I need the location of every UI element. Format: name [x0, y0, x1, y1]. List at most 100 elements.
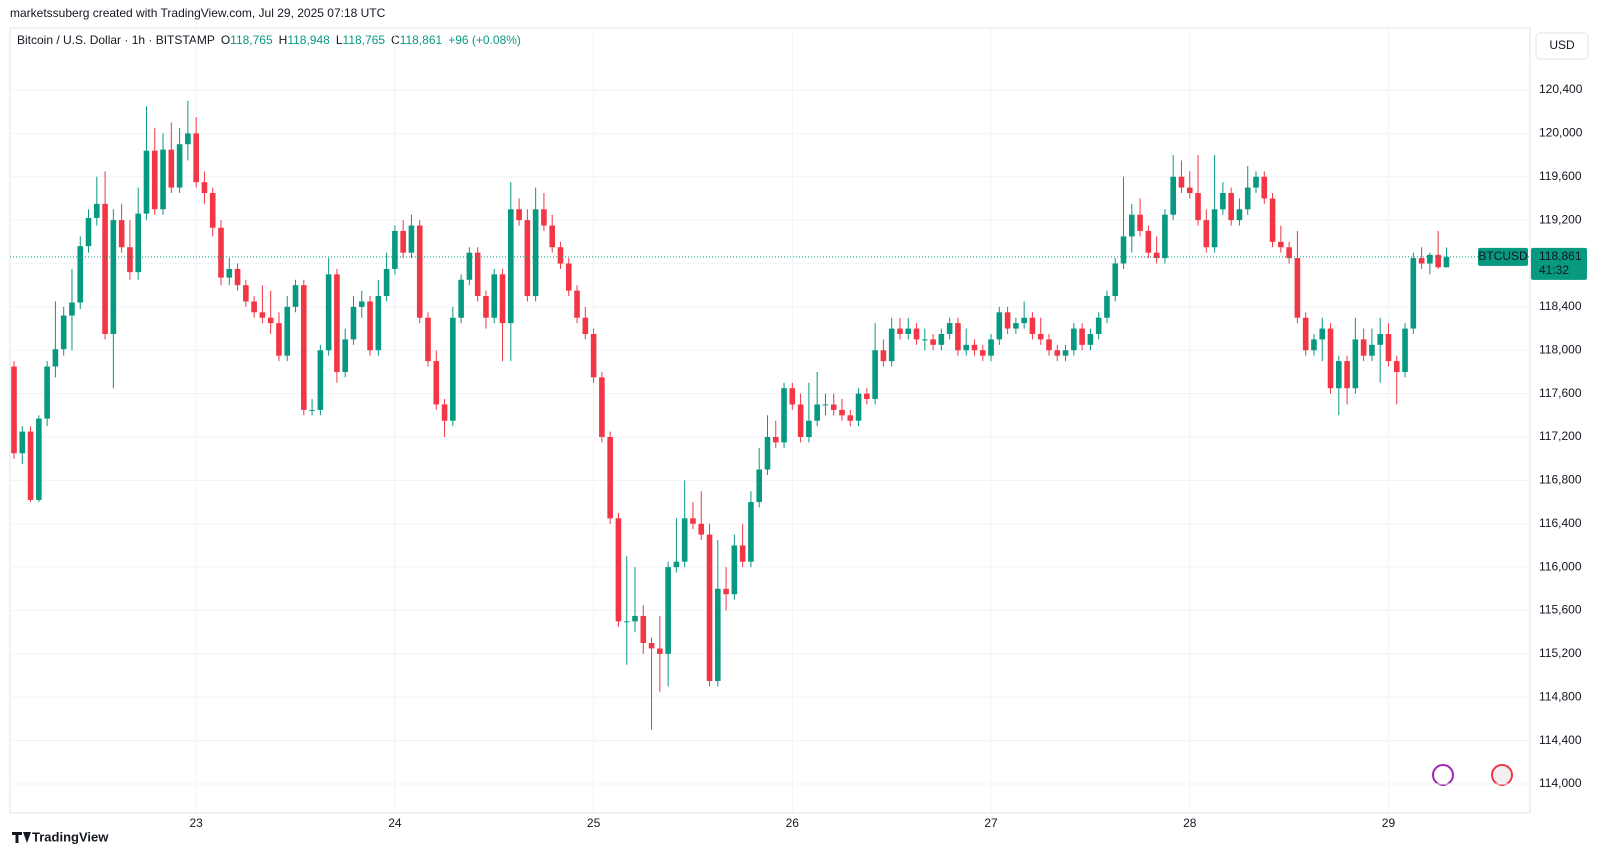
- candle-body: [1170, 176, 1176, 215]
- candle-body: [416, 225, 423, 318]
- candle-body: [69, 302, 75, 316]
- candle-body: [176, 144, 183, 188]
- currency-button[interactable]: [1535, 32, 1589, 60]
- candle-body: [1186, 187, 1193, 194]
- candle-body: [1054, 350, 1061, 356]
- candle-body: [1029, 317, 1036, 334]
- countdown: 41:32: [1539, 263, 1569, 277]
- legend: Bitcoin / U.S. Dollar · 1h · BITSTAMP O11…: [17, 33, 521, 47]
- candle-body: [284, 306, 291, 356]
- candle-body: [1211, 209, 1218, 248]
- candle-body: [52, 349, 59, 367]
- candle-body: [499, 274, 506, 324]
- x-tick-label: 28: [1183, 816, 1197, 830]
- candle-body: [383, 268, 390, 297]
- candle-body: [516, 209, 522, 221]
- candle-body: [1327, 328, 1334, 389]
- y-tick-label: 117,200: [1539, 429, 1582, 443]
- candle-body: [218, 227, 224, 278]
- candle-body: [317, 350, 324, 410]
- candle-body: [1319, 328, 1326, 340]
- candle-body: [665, 567, 671, 654]
- candle-body: [806, 420, 812, 437]
- candle-body: [1253, 176, 1259, 188]
- candle-body: [532, 209, 539, 297]
- legend-value: 118,948: [287, 33, 330, 47]
- candle-body: [888, 328, 895, 362]
- candle-body: [731, 545, 738, 595]
- candle-body: [466, 252, 473, 280]
- y-tick-label: 116,000: [1539, 559, 1582, 573]
- candle-body: [797, 404, 804, 437]
- candle-body: [979, 350, 986, 356]
- candle-body: [814, 404, 820, 421]
- y-tick-label: 118,400: [1539, 299, 1582, 313]
- candle-body: [541, 209, 547, 226]
- candle-body: [433, 361, 440, 405]
- candle-body: [1402, 328, 1408, 372]
- legend-value: 118,861: [400, 33, 443, 47]
- candle-body: [913, 328, 920, 340]
- candle-body: [450, 317, 456, 421]
- candle-body: [681, 518, 688, 562]
- candle-body: [1344, 361, 1350, 389]
- candle-body: [715, 588, 721, 681]
- candle-body: [143, 150, 150, 214]
- candle-body: [11, 366, 17, 454]
- candle-body: [748, 502, 754, 562]
- candle-body: [350, 306, 357, 340]
- candle-body: [483, 296, 489, 318]
- candle-body: [1311, 339, 1317, 351]
- candle-body: [996, 312, 1003, 340]
- candle-body: [880, 350, 887, 362]
- footer-logo: TradingView: [32, 829, 109, 844]
- candle-body: [77, 246, 84, 303]
- y-tick-label: 115,200: [1539, 646, 1582, 660]
- candle-body: [1385, 333, 1392, 362]
- y-tick-label: 119,200: [1539, 212, 1582, 226]
- candle-body: [772, 437, 779, 443]
- candle-body: [85, 217, 92, 247]
- legend-key: C: [391, 33, 400, 47]
- candle-body: [1071, 328, 1077, 351]
- candle-body: [574, 290, 580, 318]
- candle-body: [508, 209, 514, 324]
- icon[interactable]: [1432, 764, 1454, 786]
- candle-body: [408, 225, 415, 253]
- candle-body: [1435, 254, 1441, 268]
- candle-body: [474, 252, 481, 297]
- y-tick-label: 118,000: [1539, 342, 1582, 356]
- candle-body: [1443, 256, 1450, 268]
- candle-body: [118, 220, 125, 248]
- candle-body: [1352, 339, 1359, 389]
- x-tick-label: 27: [984, 816, 998, 830]
- candle-body: [251, 301, 257, 313]
- y-tick-label: 114,000: [1539, 776, 1582, 790]
- candle-body: [971, 344, 978, 351]
- candle-body: [102, 203, 108, 334]
- x-tick-label: 25: [587, 816, 601, 830]
- y-tick-label: 117,600: [1539, 386, 1582, 400]
- candle-body: [325, 274, 332, 351]
- y-tick-label: 115,600: [1539, 603, 1582, 617]
- candle-body: [1427, 254, 1433, 264]
- candle-body: [963, 344, 969, 351]
- attribution: marketssuberg created with TradingView.c…: [10, 6, 386, 20]
- candle-body: [19, 431, 26, 454]
- currency[interactable]: USD: [1549, 38, 1575, 52]
- candle-body: [1013, 323, 1019, 329]
- candle-body: [590, 333, 597, 378]
- logo-mark: [12, 832, 31, 843]
- y-tick-label: 116,800: [1539, 473, 1582, 487]
- icon[interactable]: [1491, 764, 1513, 786]
- candle-body: [1195, 193, 1201, 221]
- candle-body: [607, 437, 613, 519]
- candle-body: [739, 545, 746, 562]
- candle-body: [756, 469, 762, 503]
- candle-body: [127, 247, 133, 273]
- candle-body: [151, 150, 158, 210]
- candle-body: [458, 279, 464, 318]
- ticker: BTCUSD: [1478, 249, 1528, 263]
- candle-body: [135, 213, 141, 273]
- candle-body: [1244, 187, 1251, 210]
